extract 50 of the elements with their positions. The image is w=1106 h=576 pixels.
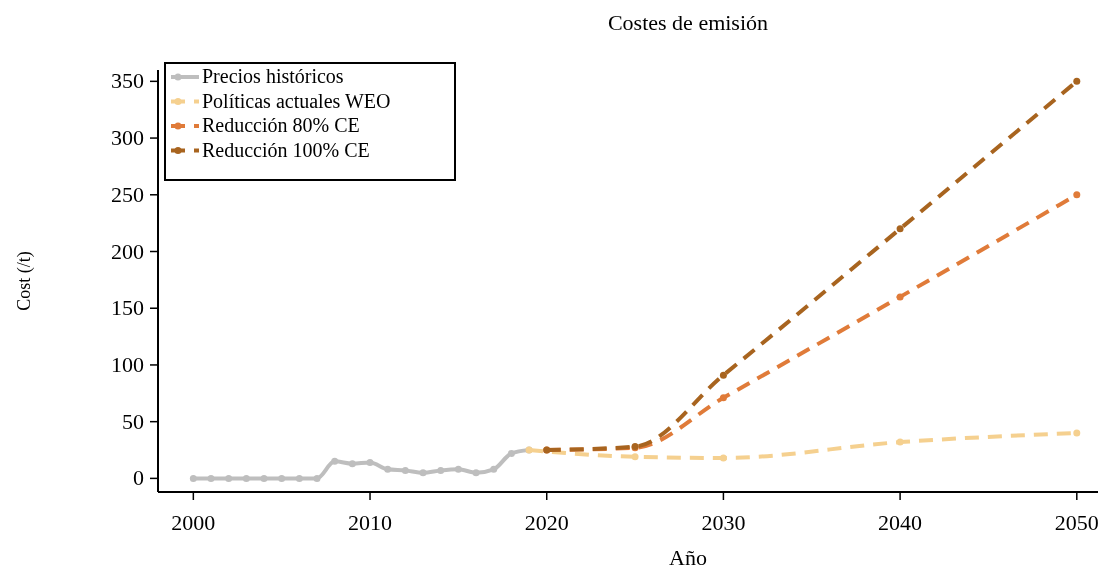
point — [313, 474, 321, 482]
point — [331, 457, 339, 465]
point — [401, 466, 409, 474]
point — [384, 465, 392, 473]
y-tick-label: 200 — [111, 238, 144, 264]
x-tick-label: 2020 — [524, 510, 569, 535]
point — [260, 474, 268, 482]
point — [366, 459, 374, 467]
legend-label: Reducción 80% CE — [202, 114, 360, 136]
y-axis-title: Cost (/t) — [14, 251, 35, 311]
point — [189, 474, 197, 482]
x-tick-label: 2000 — [171, 510, 216, 535]
y-tick-label: 0 — [133, 465, 144, 491]
point — [631, 453, 639, 461]
point — [896, 225, 904, 233]
x-tick-label: 2030 — [701, 510, 746, 535]
point — [242, 474, 250, 482]
point — [295, 474, 303, 482]
x-axis-title: Año — [669, 545, 707, 570]
point — [419, 469, 427, 477]
point — [348, 460, 356, 468]
legend-label: Políticas actuales WEO — [202, 89, 391, 112]
point — [719, 454, 727, 462]
y-tick-label: 250 — [111, 181, 144, 207]
legend-label: Precios históricos — [202, 65, 344, 87]
point — [719, 371, 727, 379]
x-tick-label: 2010 — [348, 510, 393, 535]
point — [454, 465, 462, 473]
y-tick-label: 50 — [122, 408, 144, 434]
point — [437, 466, 445, 474]
point — [1073, 77, 1081, 85]
point — [472, 469, 480, 477]
point — [896, 438, 904, 446]
y-tick-label: 350 — [111, 68, 144, 94]
x-tick-label: 2040 — [878, 510, 923, 535]
y-tick-label: 150 — [111, 295, 144, 321]
chart-title: Costes de emisión — [607, 10, 769, 35]
point — [507, 449, 515, 457]
point — [490, 465, 498, 473]
point — [1073, 429, 1081, 437]
point — [278, 474, 286, 482]
point — [896, 293, 904, 301]
x-tick-label: 2050 — [1054, 510, 1099, 535]
point — [719, 394, 727, 402]
legend-label: Reducción 100% CE — [202, 138, 370, 161]
point — [1073, 191, 1081, 199]
point — [207, 474, 215, 482]
y-tick-label: 100 — [111, 351, 144, 377]
y-tick-label: 300 — [111, 125, 144, 151]
point — [225, 474, 233, 482]
